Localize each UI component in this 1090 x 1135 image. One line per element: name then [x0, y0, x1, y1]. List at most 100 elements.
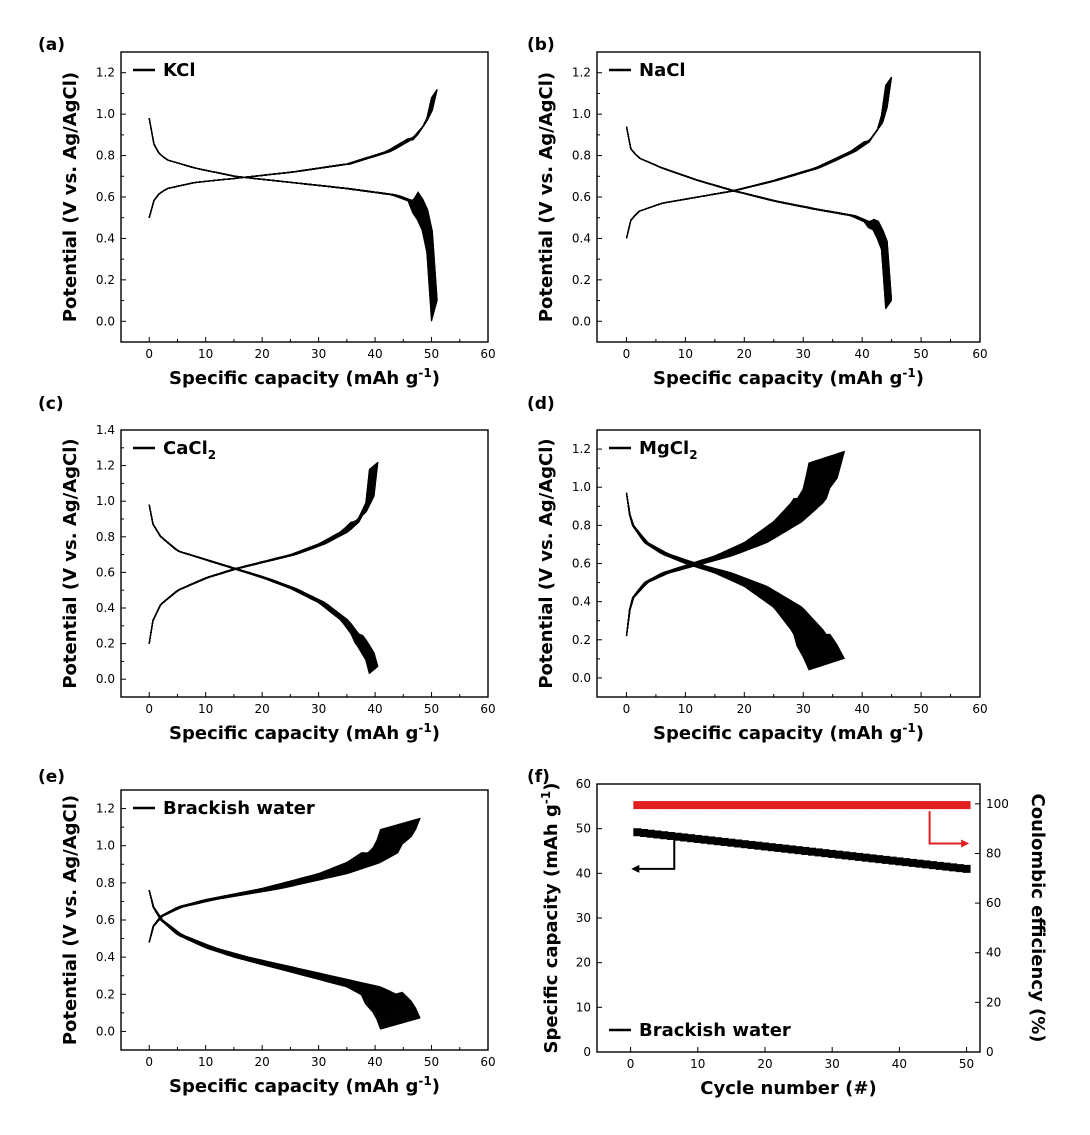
y-tick-label: 1.2 [572, 442, 591, 456]
series-charge-cycle-26 [148, 823, 402, 943]
series-charge-cycle-20 [148, 94, 435, 218]
efficiency-point [935, 801, 944, 810]
efficiency-point [841, 801, 850, 810]
legend-label-main: NaCl [639, 60, 686, 81]
series-charge-cycle-21 [148, 824, 398, 943]
series-discharge-cycle-8 [148, 890, 387, 1029]
x-axis-title: Specific capacity (mAh g-1) [169, 1074, 440, 1097]
series-charge-cycle-11 [148, 95, 434, 218]
series-charge-cycle-6 [148, 96, 433, 218]
x-axis-title-sup: -1 [902, 721, 915, 735]
y-tick-label: 1.0 [96, 839, 115, 853]
capacity-point [760, 842, 769, 851]
legend-label: CaCl2 [163, 438, 216, 462]
efficiency-point [915, 801, 924, 810]
x-axis-title-end: ) [916, 368, 924, 389]
series-charge-cycle-48 [625, 77, 892, 239]
series-discharge-cycle-17 [148, 118, 434, 315]
legend-label: NaCl [639, 60, 686, 81]
capacity-point [734, 839, 743, 848]
capacity-point [646, 829, 655, 838]
series-discharge-cycle-2 [148, 890, 383, 1030]
efficiency-point [740, 801, 749, 810]
series-charge-cycle-41 [148, 819, 414, 943]
series-discharge-cycle-42 [148, 504, 378, 669]
series-discharge-cycle-8 [148, 118, 433, 319]
y-tick-label: 0.8 [572, 149, 591, 163]
series-charge-cycle-19 [148, 94, 435, 218]
series-charge-cycle-45 [625, 77, 892, 239]
series-discharge-cycle-48 [148, 118, 438, 302]
series-charge-cycle-45 [148, 89, 438, 218]
series-charge-cycle-17 [148, 94, 434, 218]
series-discharge-cycle-7 [148, 118, 433, 319]
efficiency-point [814, 801, 823, 810]
series-charge-cycle-15 [148, 95, 434, 218]
series-charge-cycle-31 [148, 92, 436, 218]
series-discharge-cycle-6 [148, 890, 386, 1029]
y-tick-label: 0.2 [96, 637, 115, 651]
capacity-point [693, 834, 702, 843]
y-axis-title-main: Specific capacity (mAh g [541, 804, 562, 1053]
y-tick-label: 0.6 [572, 190, 591, 204]
y-tick-label: 1.2 [572, 66, 591, 80]
series-charge-cycle-39 [148, 820, 412, 943]
series-discharge-cycle-27 [148, 890, 403, 1024]
efficiency-point [727, 801, 736, 810]
capacity-point [653, 830, 662, 839]
series-charge-cycle-38 [148, 820, 412, 943]
series-discharge-cycle-9 [148, 118, 434, 318]
y-tick-label: 60 [576, 777, 591, 791]
efficiency-point [928, 801, 937, 810]
capacity-point [928, 861, 937, 870]
series-discharge-cycle-1 [148, 890, 382, 1030]
series-discharge-cycle-3 [148, 118, 433, 321]
series-charge-cycle-2 [148, 97, 433, 218]
series-charge-cycle-49 [148, 89, 438, 218]
y-tick-label: 0 [583, 1045, 591, 1059]
series-charge-cycle-25 [148, 823, 401, 943]
efficiency-point [875, 801, 884, 810]
efficiency-point [861, 801, 870, 810]
series-charge-cycle-33 [148, 92, 436, 218]
series-charge-cycle-29 [148, 822, 404, 943]
series-charge-cycle-7 [148, 827, 387, 943]
panel-letter: (b) [527, 35, 555, 55]
series-discharge-cycle-31 [148, 118, 436, 309]
series-charge-cycle-44 [148, 90, 438, 218]
y2-axis-title: Coulombic efficiency (%) [1027, 794, 1048, 1043]
series-charge-cycle-10 [148, 826, 389, 943]
series-charge-cycle-42 [148, 819, 415, 943]
series-discharge-cycle-3 [148, 890, 383, 1030]
efficiency-point [902, 801, 911, 810]
series-discharge-cycle-9 [148, 890, 388, 1029]
efficiency-point [868, 801, 877, 810]
series-discharge-cycle-37 [148, 504, 377, 669]
series-discharge-cycle-33 [148, 118, 436, 308]
x-axis-title-sup: -1 [418, 721, 431, 735]
series-discharge-cycle-36 [148, 118, 437, 307]
series-charge-cycle-10 [148, 95, 434, 218]
series-discharge-cycle-22 [148, 118, 435, 313]
y-tick-label: 0.0 [96, 672, 115, 686]
series-charge-cycle-37 [148, 91, 437, 218]
y-axis-title-end: ) [541, 783, 562, 791]
series-charge-cycle-45 [148, 818, 417, 943]
y-tick-label: 1.0 [572, 107, 591, 121]
efficiency-point [848, 801, 857, 810]
series-charge-cycle-47 [148, 89, 438, 218]
x-tick-label: 40 [367, 1055, 382, 1069]
capacity-point [902, 858, 911, 867]
panel-letter: (a) [38, 35, 65, 55]
series-discharge-cycle-21 [148, 890, 398, 1026]
series-discharge-cycle-39 [148, 504, 377, 669]
series-charge-cycle-22 [148, 93, 435, 218]
x-tick-label: 10 [678, 347, 693, 361]
capacity-point [868, 854, 877, 863]
efficiency-point [646, 801, 655, 810]
series-charge-cycle-27 [148, 822, 403, 943]
legend-label-main: CaCl [163, 438, 208, 459]
capacity-axis-arrow [637, 837, 676, 870]
efficiency-point [713, 801, 722, 810]
